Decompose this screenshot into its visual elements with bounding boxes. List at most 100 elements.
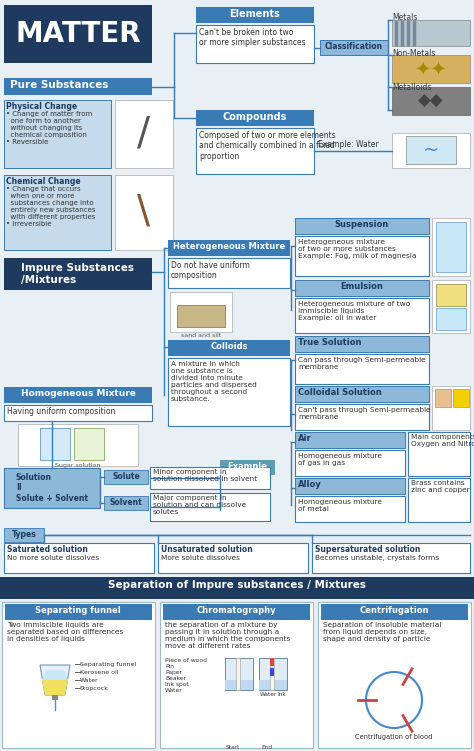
Text: Separating funnel: Separating funnel xyxy=(80,662,136,667)
FancyBboxPatch shape xyxy=(18,424,138,466)
Text: Brass contains
zinc and copper: Brass contains zinc and copper xyxy=(411,480,470,493)
FancyBboxPatch shape xyxy=(0,577,474,599)
FancyBboxPatch shape xyxy=(295,354,429,384)
FancyBboxPatch shape xyxy=(225,658,253,690)
Text: A mixture in which
one substance is
divided into minute
particles and dispersed
: A mixture in which one substance is divi… xyxy=(171,361,257,402)
FancyBboxPatch shape xyxy=(160,602,313,748)
Polygon shape xyxy=(40,665,70,695)
Text: Heterogeneous Mixture: Heterogeneous Mixture xyxy=(173,242,285,251)
Text: Can't pass through Semi-permeable
membrane: Can't pass through Semi-permeable membra… xyxy=(298,407,430,420)
Text: Ink: Ink xyxy=(277,692,286,697)
Text: Water: Water xyxy=(260,692,277,697)
FancyBboxPatch shape xyxy=(392,133,470,168)
FancyBboxPatch shape xyxy=(150,467,270,489)
FancyBboxPatch shape xyxy=(4,405,152,421)
Polygon shape xyxy=(42,670,68,680)
FancyBboxPatch shape xyxy=(453,389,469,407)
Text: Beaker: Beaker xyxy=(165,676,186,681)
Bar xyxy=(236,658,240,690)
Text: Homogeneous Mixture: Homogeneous Mixture xyxy=(20,389,136,398)
Bar xyxy=(52,695,58,700)
FancyBboxPatch shape xyxy=(168,358,290,426)
Text: Emulsion: Emulsion xyxy=(340,282,383,291)
FancyBboxPatch shape xyxy=(163,604,310,620)
Text: Chromatography: Chromatography xyxy=(196,606,276,615)
Text: Example: Water: Example: Water xyxy=(318,140,379,149)
FancyBboxPatch shape xyxy=(196,128,314,174)
Text: Main components are
Oxygen and Nitrogen: Main components are Oxygen and Nitrogen xyxy=(411,434,474,447)
Text: Example: Example xyxy=(227,462,267,471)
FancyBboxPatch shape xyxy=(4,543,154,573)
FancyBboxPatch shape xyxy=(320,40,388,55)
FancyBboxPatch shape xyxy=(392,20,470,46)
Text: the separation of a mixture by
passing it in solution through a
medium in which : the separation of a mixture by passing i… xyxy=(165,622,290,649)
FancyBboxPatch shape xyxy=(406,136,456,164)
FancyBboxPatch shape xyxy=(408,432,470,476)
FancyBboxPatch shape xyxy=(4,258,152,290)
FancyBboxPatch shape xyxy=(436,222,466,272)
FancyBboxPatch shape xyxy=(295,236,429,276)
FancyBboxPatch shape xyxy=(436,308,466,330)
Text: End: End xyxy=(262,745,273,750)
Text: Heterogeneous mixture of two
immiscible liquids
Example: oil in water: Heterogeneous mixture of two immiscible … xyxy=(298,301,410,321)
Text: Classification: Classification xyxy=(325,42,383,51)
Text: • Change that occurs
  when one or more
  substances change into
  entirely new : • Change that occurs when one or more su… xyxy=(6,186,95,227)
Text: sand and silt: sand and silt xyxy=(181,333,221,338)
FancyBboxPatch shape xyxy=(104,496,148,510)
FancyBboxPatch shape xyxy=(4,100,111,168)
FancyBboxPatch shape xyxy=(196,110,314,126)
Text: Separation of insoluble material
from liquid depends on size,
shape and density : Separation of insoluble material from li… xyxy=(323,622,441,642)
Text: Elements: Elements xyxy=(229,9,281,19)
FancyBboxPatch shape xyxy=(295,404,429,430)
FancyBboxPatch shape xyxy=(318,602,471,748)
Text: Major component in
solution and can dissolve
solutes: Major component in solution and can diss… xyxy=(153,495,246,515)
FancyBboxPatch shape xyxy=(115,175,173,250)
FancyBboxPatch shape xyxy=(295,478,405,494)
FancyBboxPatch shape xyxy=(177,305,225,327)
Text: Ink spot: Ink spot xyxy=(165,682,189,687)
FancyBboxPatch shape xyxy=(168,240,290,256)
Text: Becomes unstable, crystals forms: Becomes unstable, crystals forms xyxy=(315,555,439,561)
Text: Minor component in
solution dissolved in solvent: Minor component in solution dissolved in… xyxy=(153,469,257,482)
Text: More solute dissolves: More solute dissolves xyxy=(161,555,240,561)
Text: /: / xyxy=(137,115,151,153)
Text: Pure Substances: Pure Substances xyxy=(10,80,109,89)
Text: Chemical Change: Chemical Change xyxy=(6,177,81,186)
FancyBboxPatch shape xyxy=(312,543,470,573)
Text: Two immiscible liquids are
separated based on differences
in densities of liquid: Two immiscible liquids are separated bas… xyxy=(7,622,123,642)
Text: Piece of wood: Piece of wood xyxy=(165,658,207,663)
FancyBboxPatch shape xyxy=(104,470,148,484)
FancyBboxPatch shape xyxy=(196,25,314,63)
Text: Separation of Impure substances / Mixtures: Separation of Impure substances / Mixtur… xyxy=(108,580,366,590)
Text: Stopcock: Stopcock xyxy=(80,686,109,691)
FancyBboxPatch shape xyxy=(432,280,470,333)
FancyBboxPatch shape xyxy=(435,389,451,407)
Text: Sugar solution: Sugar solution xyxy=(55,463,100,468)
Text: Water: Water xyxy=(165,688,183,693)
Text: True Solution: True Solution xyxy=(298,338,362,347)
Text: Types: Types xyxy=(12,530,36,539)
Text: Air: Air xyxy=(298,434,312,443)
Bar xyxy=(270,668,274,676)
Text: Having uniform composition: Having uniform composition xyxy=(7,407,115,416)
Text: Centrifugation of blood: Centrifugation of blood xyxy=(356,734,433,740)
Text: Metalloids: Metalloids xyxy=(392,83,431,92)
FancyBboxPatch shape xyxy=(158,543,308,573)
FancyBboxPatch shape xyxy=(4,78,152,95)
Text: Homogeneous mixture
of gas in gas: Homogeneous mixture of gas in gas xyxy=(298,453,382,466)
Text: Unsaturated solution: Unsaturated solution xyxy=(161,545,253,554)
Text: MATTER: MATTER xyxy=(15,20,141,48)
FancyBboxPatch shape xyxy=(392,55,470,83)
Text: Alloy: Alloy xyxy=(298,480,322,489)
FancyBboxPatch shape xyxy=(4,387,152,403)
FancyBboxPatch shape xyxy=(432,218,470,276)
FancyBboxPatch shape xyxy=(115,100,173,168)
Text: ~: ~ xyxy=(423,140,439,159)
Text: Centrifugation: Centrifugation xyxy=(359,606,429,615)
Polygon shape xyxy=(42,680,68,695)
Text: Suspension: Suspension xyxy=(335,220,389,229)
Bar xyxy=(270,658,274,666)
FancyBboxPatch shape xyxy=(295,386,429,402)
FancyBboxPatch shape xyxy=(259,658,287,690)
FancyBboxPatch shape xyxy=(196,7,314,23)
